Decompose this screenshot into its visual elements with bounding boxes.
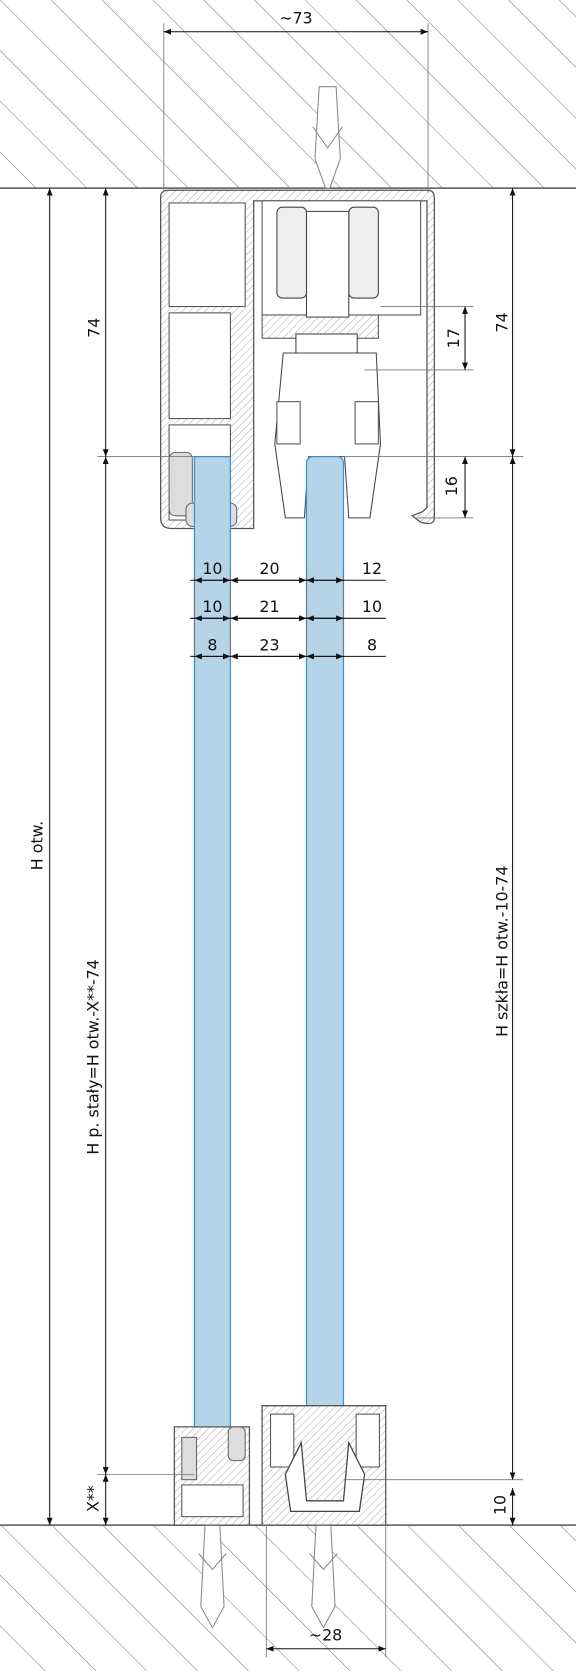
dim-label: H szkła=H otw.-10-74: [493, 866, 512, 1037]
rail-chamber: [270, 1413, 295, 1468]
dim-label: X**: [84, 1485, 103, 1512]
dimension-lines: [46, 28, 516, 1652]
seal: [227, 1426, 246, 1462]
dim-label: 74: [493, 312, 512, 332]
dim-label: 16: [442, 476, 461, 496]
drawing-path: [309, 1553, 338, 1571]
guide: [284, 1440, 366, 1513]
dim-label: 20: [259, 559, 279, 578]
carriage-axle: [305, 210, 350, 318]
dim-label: 23: [259, 635, 279, 654]
sliding-glass: [305, 455, 345, 1481]
bottom-rail-left: [173, 1426, 251, 1526]
dim-label: ~73: [279, 9, 312, 28]
drawing-path: [314, 86, 341, 189]
dim-label: 21: [259, 597, 279, 616]
clamp-bolt: [276, 401, 301, 445]
drawing-path: [311, 1524, 336, 1629]
wheel: [276, 206, 308, 299]
extension-lines: [97, 23, 524, 1658]
dim-label: 10: [202, 597, 222, 616]
dim-label: 17: [444, 328, 463, 348]
clamp-bolt: [354, 401, 379, 445]
drawing-path: [200, 1524, 225, 1629]
seal: [181, 1436, 198, 1481]
dim-label: 10: [490, 1495, 509, 1515]
drawing-path: [312, 126, 343, 149]
seal: [168, 451, 193, 517]
dim-label: 12: [362, 559, 382, 578]
dim-label: 10: [362, 597, 382, 616]
dim-label: 8: [367, 635, 377, 654]
drawing-path: [198, 1553, 227, 1571]
profile-chamber: [168, 312, 231, 420]
dim-label: 8: [207, 635, 217, 654]
ceiling: [0, 0, 576, 189]
anchor-top: [312, 86, 343, 189]
dim-label: H p. stały=H otw.-X**-74: [84, 959, 103, 1154]
rail-chamber: [355, 1413, 380, 1468]
dim-label: ~28: [309, 1626, 342, 1645]
dim-label: 10: [202, 559, 222, 578]
dim-label: 74: [85, 318, 104, 338]
bottom-rail-right: [261, 1405, 387, 1526]
dim-label: H otw.: [28, 821, 47, 870]
carriage-nut: [295, 333, 358, 354]
wheel: [348, 206, 379, 299]
profile-chamber: [168, 202, 246, 308]
rail-chamber: [181, 1484, 244, 1518]
